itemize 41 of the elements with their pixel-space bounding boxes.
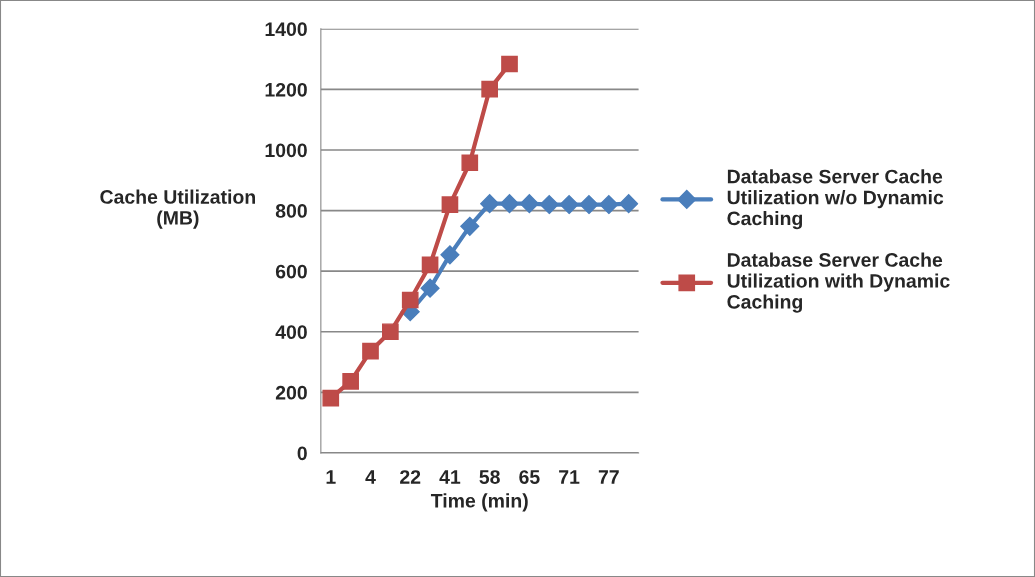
x-tick-label: 77 (598, 470, 619, 484)
x-tick-label: 71 (559, 470, 580, 484)
y-tick-label: 200 (275, 385, 307, 400)
legend-label: Database Server Cache Utilization w/o Dynamic Caching (727, 169, 944, 230)
x-tick-label: 1 (326, 470, 336, 484)
point (461, 154, 479, 172)
x-tick-label: 41 (439, 470, 461, 484)
point (322, 389, 340, 407)
point (420, 278, 440, 298)
x-tick-label: 58 (479, 470, 500, 484)
y-tick-label: 1200 (265, 82, 307, 97)
point (501, 55, 518, 73)
point (421, 256, 439, 274)
y-tick-label: 1000 (265, 143, 307, 158)
point (539, 195, 559, 215)
point (460, 216, 480, 236)
point (440, 245, 460, 265)
point (441, 196, 459, 213)
y-tick-label: 800 (275, 204, 307, 218)
point (499, 194, 520, 214)
y-tick-label: 600 (275, 264, 307, 279)
x-axis-title: Time (min) (430, 493, 528, 512)
point (362, 342, 379, 360)
y-tick-label: 1400 (265, 22, 307, 37)
legend-label: Database Server Cache Utilization with Dynamic Caching (727, 252, 950, 313)
y-axis-title: Cache Utilization (MB) (100, 189, 255, 229)
point (579, 195, 599, 215)
x-tick-label: 22 (400, 470, 421, 484)
point (519, 194, 539, 214)
y-tick-label: 400 (275, 325, 307, 340)
point (599, 195, 619, 215)
point (480, 194, 500, 214)
x-tick-label: 65 (519, 470, 540, 484)
point (559, 195, 579, 215)
point (401, 291, 419, 309)
point (382, 323, 399, 341)
y-tick-label: 0 (297, 446, 307, 461)
x-tick-label: 4 (365, 470, 376, 484)
point (481, 80, 498, 98)
point (342, 373, 359, 390)
point (619, 194, 639, 214)
